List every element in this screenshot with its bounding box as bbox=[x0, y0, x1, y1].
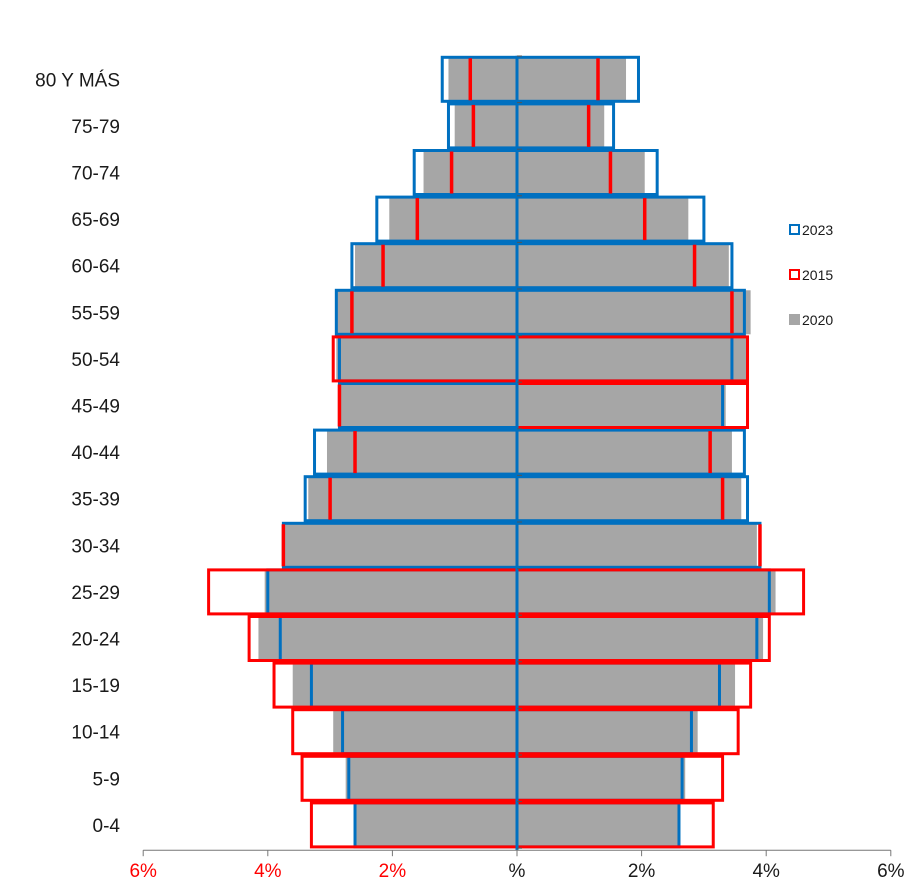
bar-2020-left bbox=[339, 383, 517, 428]
category-label: 35-39 bbox=[71, 490, 120, 511]
bar-2020-right bbox=[517, 802, 679, 847]
bar-2020-right bbox=[517, 383, 726, 428]
legend-label-2020: 2020 bbox=[802, 312, 833, 328]
legend-swatch-2023 bbox=[789, 224, 800, 235]
series-2020-bars bbox=[258, 57, 776, 847]
bar-2020-right bbox=[517, 569, 776, 614]
bar-2020-left bbox=[292, 663, 517, 708]
bar-2020-right bbox=[517, 197, 689, 242]
category-label: 5-9 bbox=[93, 769, 120, 790]
bar-2020-left bbox=[355, 243, 517, 288]
bar-2020-left bbox=[326, 430, 517, 475]
x-tick-label: % bbox=[509, 861, 526, 882]
bar-2020-right bbox=[517, 476, 742, 521]
category-label: 80 Y MÁS bbox=[35, 70, 120, 91]
bar-2020-left bbox=[423, 150, 517, 195]
bar-2020-left bbox=[454, 103, 517, 148]
x-tick-label: 6% bbox=[129, 861, 157, 882]
category-label: 50-54 bbox=[71, 350, 120, 371]
category-label: 65-69 bbox=[71, 210, 120, 231]
category-label: 0-4 bbox=[93, 816, 121, 837]
category-label: 75-79 bbox=[71, 117, 120, 138]
category-label: 40-44 bbox=[71, 443, 120, 464]
x-tick-label: 4% bbox=[752, 861, 780, 882]
x-tick-label: 2% bbox=[379, 861, 407, 882]
bar-2020-right bbox=[517, 336, 748, 381]
bar-2020-left bbox=[308, 476, 517, 521]
category-label: 25-29 bbox=[71, 583, 120, 604]
bar-2020-right bbox=[517, 616, 764, 661]
legend-swatch-2015 bbox=[789, 269, 800, 280]
bar-2020-right bbox=[517, 103, 605, 148]
category-labels: 80 Y MÁS 75-79 70-74 65-69 60-64 55-59 50-54 45… bbox=[35, 70, 120, 837]
category-label: 60-64 bbox=[71, 257, 120, 278]
bar-2020-left bbox=[258, 616, 517, 661]
category-label: 30-34 bbox=[71, 536, 120, 557]
category-label: 45-49 bbox=[71, 397, 120, 418]
bar-2020-right bbox=[517, 709, 698, 754]
category-label: 55-59 bbox=[71, 303, 120, 324]
legend-swatch-2020 bbox=[789, 314, 800, 325]
bar-2020-right bbox=[517, 57, 627, 102]
x-tick-label: 6% bbox=[877, 861, 905, 882]
axes bbox=[142, 55, 892, 857]
legend-label-2023: 2023 bbox=[802, 222, 833, 238]
x-tick-labels: 6% 4% 2%% 2% 4% 6% bbox=[129, 861, 904, 882]
category-label: 20-24 bbox=[71, 630, 120, 651]
x-tick-label: 2% bbox=[628, 861, 656, 882]
bar-2020-right bbox=[517, 430, 732, 475]
bar-2020-right bbox=[517, 150, 645, 195]
category-label: 10-14 bbox=[71, 723, 120, 744]
bar-2020-left bbox=[283, 523, 517, 568]
bar-2020-left bbox=[345, 756, 517, 801]
legend-label-2015: 2015 bbox=[802, 267, 833, 283]
category-label: 15-19 bbox=[71, 676, 120, 697]
bar-2020-right bbox=[517, 290, 751, 335]
bar-2020-left bbox=[264, 569, 517, 614]
bar-2020-left bbox=[448, 57, 517, 102]
bar-2020-right bbox=[517, 243, 729, 288]
bar-2020-left bbox=[333, 709, 517, 754]
bar-2020-left bbox=[389, 197, 517, 242]
bar-2020-left bbox=[336, 290, 517, 335]
legend: 2023 2015 2020 bbox=[789, 222, 833, 328]
category-label: 70-74 bbox=[71, 164, 120, 185]
bar-2020-right bbox=[517, 523, 757, 568]
bar-2020-right bbox=[517, 663, 736, 708]
bar-2020-right bbox=[517, 756, 686, 801]
bar-2020-left bbox=[336, 336, 517, 381]
bar-2020-left bbox=[355, 802, 517, 847]
x-tick-label: 4% bbox=[254, 861, 282, 882]
